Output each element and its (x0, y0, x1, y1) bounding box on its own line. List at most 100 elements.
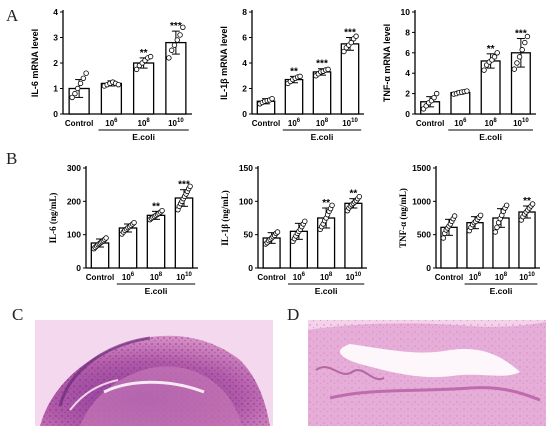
y-tick-label: 2 (242, 84, 247, 94)
chart-2: 0 2 4 6 8 IL-1β mRNA level Control ** 106 *** 108 *… (219, 7, 364, 142)
y-tick-label: 0 (53, 109, 58, 119)
group-label: E.coli (479, 132, 502, 142)
y-tick-label: 1 (53, 84, 58, 94)
significance-label: ** (523, 196, 531, 207)
group-label: E.coli (311, 132, 334, 142)
y-tick-label: 300 (67, 163, 81, 173)
significance-label: ** (290, 66, 298, 77)
data-point (329, 202, 335, 209)
x-tick-label: 106 (293, 272, 306, 282)
y-tick-label: 1000 (412, 196, 431, 206)
x-tick-label: 106 (469, 272, 482, 282)
data-point (522, 39, 528, 46)
y-tick-label: 0 (242, 109, 247, 119)
data-point (341, 48, 347, 55)
bar (340, 43, 360, 115)
significance-label: ** (140, 48, 148, 59)
y-tick-label: 6 (242, 33, 247, 43)
y-tick-label: 3 (53, 33, 58, 43)
y-tick-label: 4 (405, 68, 410, 78)
bar (146, 214, 166, 269)
significance-label: *** (344, 28, 356, 39)
data-point (75, 85, 81, 92)
data-point (174, 37, 180, 43)
charts-group: 0 1 2 3 4 IL-6 mRNA level Control 106 ** 108 *** 10… (30, 7, 540, 296)
histology-image-d (308, 320, 546, 426)
x-tick-label: Control (65, 119, 93, 128)
data-point (524, 33, 531, 40)
significance-label: ** (322, 198, 330, 209)
y-axis-label: IL-6 (ng/mL) (48, 193, 58, 244)
chart-1: 0 1 2 3 4 IL-6 mRNA level Control 106 ** 108 *** 10… (30, 7, 192, 142)
data-point (180, 24, 186, 30)
significance-label: ** (349, 189, 357, 200)
data-point (494, 224, 500, 231)
data-point (302, 218, 308, 225)
y-tick-label: 4 (53, 7, 58, 17)
x-tick-label: 108 (138, 118, 151, 128)
y-tick-label: 500 (417, 230, 431, 240)
data-point (83, 70, 89, 76)
x-tick-label: 1010 (513, 118, 529, 128)
data-point (269, 95, 275, 102)
data-point (166, 55, 172, 61)
x-tick-label: 106 (288, 118, 301, 128)
chart-4: 0 100 200 300 IL-6 (ng/mL) Control 106 ** 108 ***… (48, 163, 198, 296)
y-tick-label: 0 (426, 263, 431, 273)
y-axis-label: IL-1β (ng/mL) (220, 190, 230, 246)
y-axis-label: IL-6 mRNA level (30, 29, 40, 97)
group-label: E.coli (132, 132, 155, 142)
y-tick-label: 150 (239, 163, 253, 173)
data-point (325, 66, 331, 73)
data-point (187, 183, 193, 190)
x-tick-label: Control (257, 273, 285, 282)
chart-5: 0 50 100 150 IL-1β (ng/mL) Control 106 ** 108 ** 1… (220, 163, 367, 296)
x-tick-label: Control (252, 119, 280, 128)
group-label: E.coli (490, 286, 513, 296)
y-tick-label: 8 (242, 7, 247, 17)
data-point (171, 42, 178, 48)
data-point (494, 50, 500, 56)
panel-label-b: B (6, 149, 17, 168)
data-point (440, 235, 447, 241)
x-tick-label: 108 (495, 272, 508, 282)
y-tick-label: 2 (405, 89, 410, 99)
significance-label: ** (152, 201, 160, 212)
x-tick-label: 1010 (176, 272, 192, 282)
x-tick-label: 108 (316, 118, 329, 128)
y-tick-label: 200 (67, 196, 81, 206)
y-tick-label: 4 (242, 58, 247, 68)
data-point (514, 60, 520, 66)
x-tick-label: 106 (454, 118, 467, 128)
x-tick-label: Control (435, 273, 463, 282)
y-axis-label: TNF-α (ng/mL) (398, 188, 408, 248)
data-point (297, 73, 303, 80)
significance-label: *** (170, 21, 182, 32)
x-tick-label: 1010 (168, 118, 184, 128)
data-point (516, 54, 523, 60)
chart-6: 0 500 1000 1500 TNF-α (ng/mL) Control 106 108 **… (398, 163, 540, 296)
significance-label: *** (178, 180, 190, 191)
data-point (477, 212, 484, 219)
x-tick-label: 108 (320, 272, 333, 282)
significance-label: *** (515, 29, 527, 40)
x-tick-label: Control (86, 273, 114, 282)
y-tick-label: 0 (405, 109, 410, 119)
chart-3: 0 2 4 6 8 10 TNF-α mRNA level Control 106 ** 108 **… (382, 7, 536, 142)
data-point (69, 94, 75, 101)
data-point (519, 47, 525, 53)
histology-image-c (35, 320, 273, 426)
data-point (80, 75, 87, 81)
y-tick-label: 0 (248, 263, 253, 273)
data-point (72, 90, 78, 97)
y-tick-label: 50 (244, 230, 254, 240)
y-axis-label: TNF-α mRNA level (382, 24, 392, 102)
data-point (503, 202, 510, 209)
significance-label: *** (316, 59, 328, 70)
y-tick-label: 6 (405, 48, 410, 58)
y-tick-label: 100 (239, 196, 253, 206)
data-point (451, 213, 458, 219)
data-point (492, 229, 499, 235)
data-point (274, 229, 281, 235)
